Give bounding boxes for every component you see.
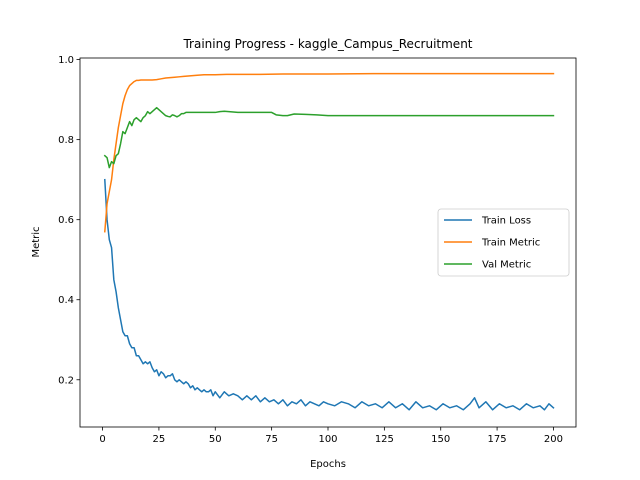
x-tick-label: 75 <box>265 434 278 445</box>
x-tick-label: 50 <box>209 434 222 445</box>
series-line-1 <box>103 72 555 233</box>
x-tick-label: 0 <box>99 434 105 445</box>
legend-box <box>437 208 570 277</box>
y-tick-label: 0.6 <box>58 215 74 226</box>
y-axis-label: Metric <box>31 226 42 257</box>
legend-label-0: Train Loss <box>481 216 531 227</box>
legend-label-1: Train Metric <box>481 238 540 249</box>
y-tick-label: 1.0 <box>58 55 74 66</box>
y-tick-label: 0.4 <box>58 295 74 306</box>
series-line-2 <box>103 106 555 169</box>
x-axis-label: Epochs <box>310 459 346 470</box>
x-tick-label: 175 <box>488 434 507 445</box>
series-layer <box>103 72 555 411</box>
chart-title: Training Progress - kaggle_Campus_Recrui… <box>182 37 472 51</box>
legend: Train Loss Train Metric Val Metric <box>437 208 570 277</box>
x-axis-ticks: 0 25 50 75 100 125 150 175 200 <box>99 427 563 445</box>
x-tick-label: 25 <box>153 434 166 445</box>
x-tick-label: 200 <box>544 434 563 445</box>
y-tick-label: 0.2 <box>58 375 74 386</box>
x-tick-label: 125 <box>375 434 394 445</box>
y-tick-label: 0.8 <box>58 135 74 146</box>
series-line-0 <box>104 178 555 411</box>
x-tick-label: 150 <box>431 434 450 445</box>
x-tick-label: 100 <box>318 434 337 445</box>
y-axis-ticks: 0.2 0.4 0.6 0.8 1.0 <box>58 55 80 386</box>
legend-label-2: Val Metric <box>482 260 531 271</box>
